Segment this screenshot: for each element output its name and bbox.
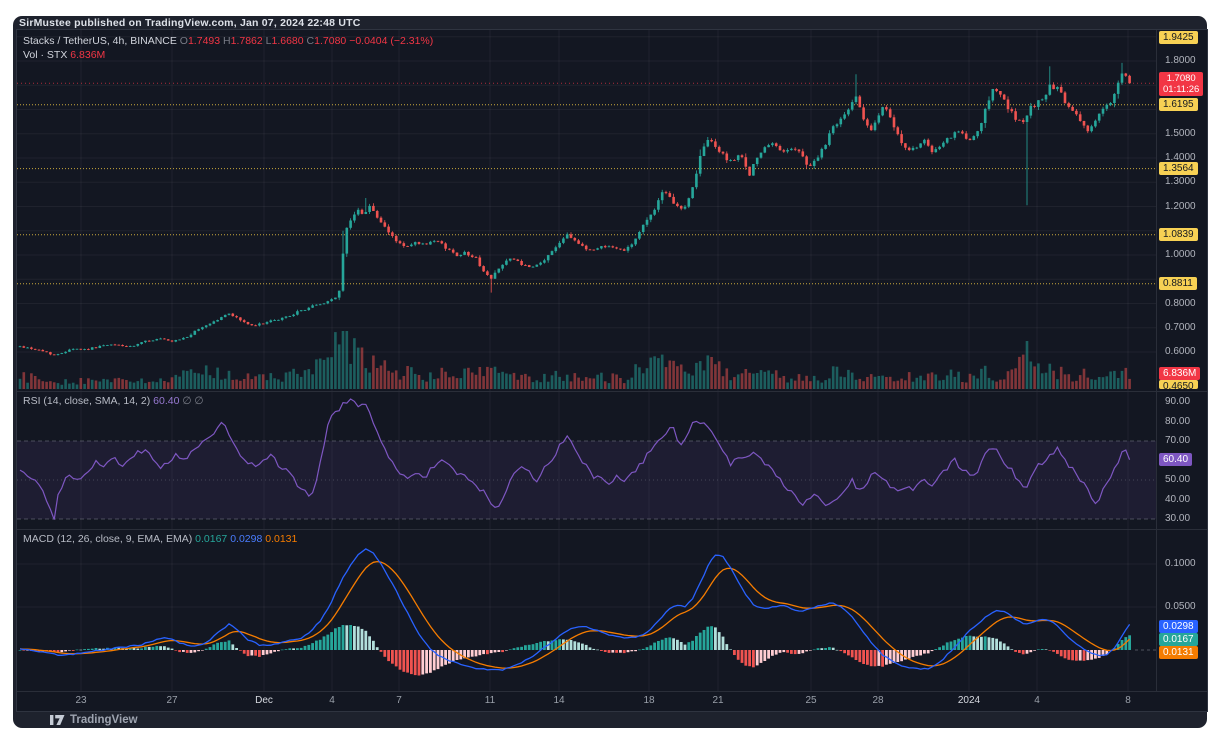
clipped-alert-price-label[interactable]: 0.4650 [1159,380,1198,389]
price-axis-tick: 1.2000 [1165,200,1196,212]
price-axis-tick: 1.0000 [1165,249,1196,260]
alert-price-label[interactable]: 1.9425 [1159,31,1198,44]
change-value: −0.0404 (−2.31%) [349,35,434,47]
price-axis-tick: 1.4000 [1165,152,1196,163]
macd-signal-value: 0.0131 [265,533,298,545]
volume-legend-row: Vol · STX 6.836M [23,48,433,62]
rsi-legend-value: 60.40 [153,395,180,407]
rsi-pane-canvas[interactable] [17,391,1156,529]
macd-value-label: 0.0298 [1159,620,1198,633]
alert-price-label[interactable]: 0.8811 [1159,277,1197,291]
price-axis-tick: 0.7000 [1165,321,1196,333]
price-axis-tick: 0.8000 [1165,297,1196,309]
ohlc-open-value: 1.7493 [187,35,221,47]
time-axis-label: 14 [553,695,565,706]
rsi-legend: RSI (14, close, SMA, 14, 2) 60.40 ∅ ∅ [23,395,204,407]
alert-price-label[interactable]: 1.6195 [1159,98,1198,112]
rsi-value-label: 60.40 [1159,453,1193,467]
rsi-legend-title[interactable]: RSI (14, close, SMA, 14, 2) [23,395,151,407]
pane-separator[interactable] [17,691,1207,692]
macd-value-label: 0.0131 [1159,646,1198,659]
volume-legend-label[interactable]: Vol · STX [23,49,68,61]
volume-legend-value: 6.836M [70,49,106,61]
tradingview-logo-icon[interactable] [50,714,65,726]
macd-axis-tick: 0.0500 [1165,601,1196,612]
rsi-axis-tick: 40.00 [1165,493,1191,505]
bar-countdown: 01:11:26 [1163,84,1200,96]
symbol-legend: Stacks / TetherUS, 4h, BINANCE O1.7493 H… [23,34,433,62]
price-pane-canvas[interactable] [17,30,1156,391]
time-axis-label: Dec [255,695,273,706]
macd-value-label: 0.0167 [1159,633,1198,646]
macd-hist-value: 0.0167 [195,533,228,545]
rsi-axis-tick: 30.00 [1165,513,1191,524]
time-axis-label: 25 [805,695,817,706]
time-axis-label: 28 [872,695,884,706]
tradingview-brand[interactable]: TradingView [70,714,138,726]
price-axis-tick: 0.6000 [1165,346,1196,357]
ohlc-close-key: C [306,35,315,47]
time-axis-label: 23 [75,695,87,706]
time-axis-label: 2024 [957,695,981,706]
macd-pane-canvas[interactable] [17,529,1156,691]
ohlc-close-value: 1.7080 [314,35,347,47]
volume-value-label: 6.836M [1159,367,1201,380]
time-axis-label: 11 [484,695,496,706]
pane-separator[interactable] [17,529,1207,530]
footer-bar: TradingView [16,712,138,728]
price-axis-tick: 1.8000 [1165,55,1196,66]
rsi-axis-tick: 80.00 [1165,415,1191,427]
pane-separator[interactable] [17,391,1207,392]
rsi-axis-tick: 90.00 [1165,396,1191,407]
time-axis-label: 7 [396,695,402,706]
time-axis-label: 21 [712,695,724,706]
ohlc-high-value: 1.7862 [230,35,263,47]
macd-legend-title[interactable]: MACD (12, 26, close, 9, EMA, EMA) [23,533,193,545]
time-axis-label: 18 [643,695,655,706]
rsi-legend-muted-values: ∅ ∅ [182,395,204,407]
alert-price-label[interactable]: 1.3564 [1159,162,1198,176]
ohlc-low-key: L [265,35,272,47]
time-axis[interactable]: 23 27 Dec 4 7 11 14 18 21 25 28 2024 4 8 [17,691,1156,711]
time-axis-label: 4 [1034,695,1040,706]
price-axis-tick: 1.5000 [1165,127,1196,139]
symbol-legend-row1: Stacks / TetherUS, 4h, BINANCE O1.7493 H… [23,34,433,48]
tradingview-snapshot: SirMustee published on TradingView.com, … [13,16,1208,728]
macd-legend: MACD (12, 26, close, 9, EMA, EMA) 0.0167… [23,533,297,545]
rsi-axis-tick: 50.00 [1165,474,1191,485]
last-price-label[interactable]: 1.7080 01:11:26 [1159,72,1204,97]
time-axis-label: 8 [1125,695,1131,706]
price-axis[interactable]: 1.8000 1.5000 1.4000 1.3000 1.2000 1.0000 0.80… [1156,30,1208,691]
alert-price-label[interactable]: 1.0839 [1159,228,1198,242]
ohlc-open-key: O [179,35,188,47]
symbol-title[interactable]: Stacks / TetherUS, 4h, BINANCE [23,35,177,47]
time-axis-label: 27 [166,695,178,706]
ohlc-high-key: H [223,35,231,47]
macd-line-value: 0.0298 [230,533,263,545]
last-price-value: 1.7080 [1166,73,1196,85]
rsi-axis-tick: 70.00 [1165,435,1191,446]
attribution-text: SirMustee published on TradingView.com, … [19,17,361,29]
macd-axis-tick: 0.1000 [1165,558,1196,569]
time-axis-label: 4 [329,695,335,706]
price-axis-tick: 1.3000 [1165,176,1196,188]
ohlc-low-value: 1.6680 [271,35,304,47]
chart-panel[interactable]: 1.8000 1.5000 1.4000 1.3000 1.2000 1.0000 0.80… [16,29,1208,712]
